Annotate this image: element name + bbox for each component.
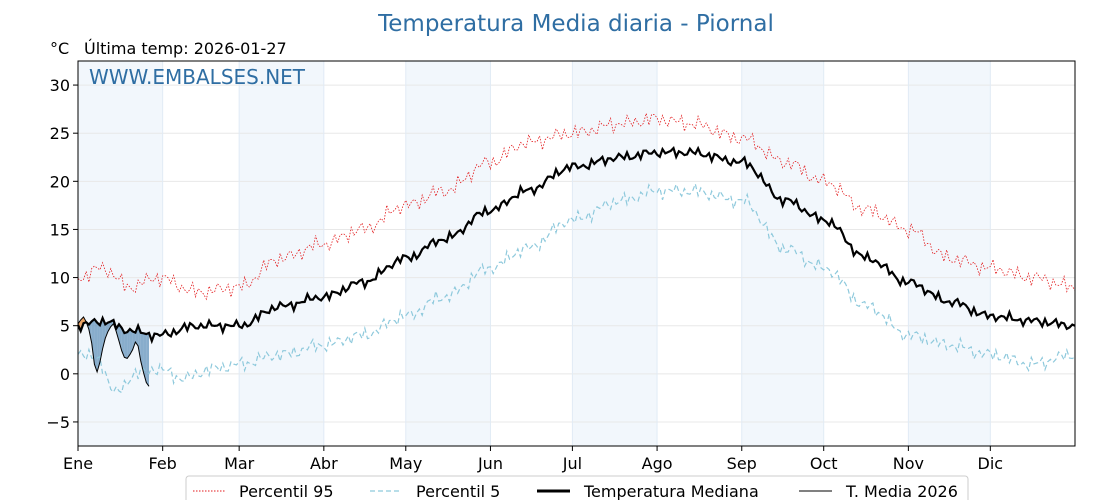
series-line-t-media-2026 xyxy=(77,316,150,387)
x-tick-label: Jul xyxy=(562,454,582,473)
below-median-area xyxy=(105,322,108,339)
legend-label-median: Temperatura Mediana xyxy=(583,482,759,500)
month-band xyxy=(908,61,991,446)
y-tick-label: −5 xyxy=(46,413,70,432)
x-tick-label: Mar xyxy=(224,454,255,473)
y-tick-label: 0 xyxy=(60,365,70,384)
below-median-area xyxy=(124,332,128,359)
series-lines xyxy=(76,113,1076,394)
below-median-area xyxy=(119,324,122,351)
month-band xyxy=(239,61,324,446)
y-tick-label: 20 xyxy=(50,172,70,191)
unit-label: °C xyxy=(50,39,69,58)
y-tick-label: 5 xyxy=(60,317,70,336)
below-median-area xyxy=(127,329,130,359)
x-tick-label: Ene xyxy=(63,454,93,473)
watermark: WWW.EMBALSES.NET xyxy=(89,65,306,89)
legend: Percentil 95 Percentil 5 Temperatura Med… xyxy=(185,475,969,500)
x-tick-label: Ago xyxy=(642,454,673,473)
month-band xyxy=(405,61,491,446)
x-tick-label: May xyxy=(389,454,422,473)
x-tick-label: Abr xyxy=(310,454,338,473)
plot-frame xyxy=(77,60,1076,447)
x-tick-label: Nov xyxy=(893,454,924,473)
last-update-label: Última temp: 2026-01-27 xyxy=(84,39,287,58)
below-median-area xyxy=(108,321,111,332)
below-median-area xyxy=(91,319,95,365)
y-tick-label: 30 xyxy=(50,76,70,95)
x-tick-label: Sep xyxy=(727,454,757,473)
y-tick-label: 10 xyxy=(50,269,70,288)
below-median-area xyxy=(97,322,100,372)
below-median-area xyxy=(94,319,98,372)
below-median-area xyxy=(135,325,139,346)
y-axis: −5 0 5 10 15 20 25 30 xyxy=(46,76,78,432)
month-band xyxy=(572,61,658,446)
below-median-area xyxy=(102,318,106,349)
series-line-percentil-95 xyxy=(77,113,1076,301)
month-bands xyxy=(78,61,991,446)
below-median-area xyxy=(132,331,136,350)
y-tick-label: 15 xyxy=(50,220,70,239)
month-band xyxy=(741,61,824,446)
below-median-area xyxy=(129,329,133,355)
series-line-temperatura-mediana xyxy=(76,145,1076,345)
below-median-area xyxy=(146,332,149,387)
x-tick-label: Oct xyxy=(810,454,838,473)
y-tick-label: 25 xyxy=(50,124,70,143)
below-median-area xyxy=(121,327,125,358)
legend-box xyxy=(185,475,969,500)
x-tick-label: Dic xyxy=(978,454,1004,473)
below-median-area xyxy=(138,325,141,362)
x-axis: Ene Feb Mar Abr May Jun Jul Ago Sep Oct Nov Dic xyxy=(63,446,1003,473)
series-line-percentil-5 xyxy=(77,181,1076,394)
legend-label-2026: T. Media 2026 xyxy=(845,482,958,500)
x-tick-label: Feb xyxy=(149,454,177,473)
legend-label-p5: Percentil 5 xyxy=(416,482,500,500)
month-band xyxy=(78,61,163,446)
x-tick-label: Jun xyxy=(477,454,503,473)
legend-label-p95: Percentil 95 xyxy=(239,482,334,500)
chart-title: Temperatura Media diaria - Piornal xyxy=(377,11,774,37)
